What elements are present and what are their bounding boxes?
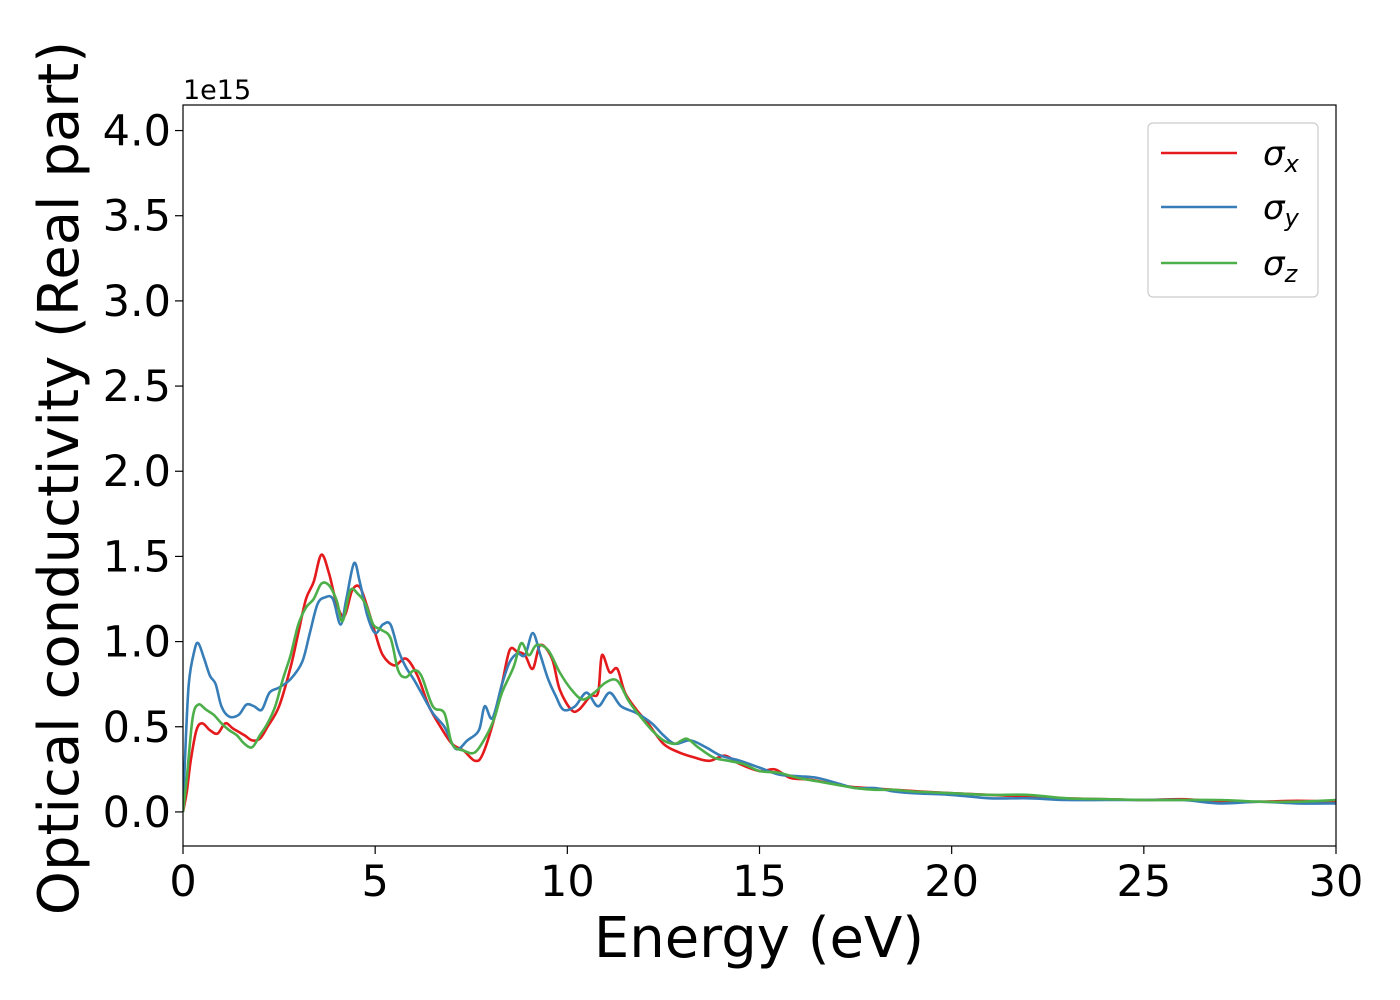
y-tick-label: 4.0 bbox=[103, 107, 171, 157]
x-tick-label: 20 bbox=[924, 857, 979, 907]
y-tick-label: 2.5 bbox=[103, 362, 171, 412]
x-tick-label: 10 bbox=[540, 857, 595, 907]
y-tick-label: 2.0 bbox=[103, 447, 171, 497]
y-tick-label: 3.5 bbox=[103, 192, 171, 242]
x-tick-label: 30 bbox=[1309, 857, 1364, 907]
x-tick-label: 15 bbox=[732, 857, 787, 907]
legend: σx σy σz bbox=[1147, 122, 1319, 298]
legend-frame bbox=[1147, 122, 1319, 298]
series-line-z bbox=[183, 581, 1336, 813]
y-tick-label: 1.0 bbox=[103, 618, 171, 668]
x-tick-label: 0 bbox=[169, 857, 196, 907]
legend-label-z: σz bbox=[1263, 244, 1299, 288]
y-axis-label: Optical conductivity (Real part) bbox=[27, 41, 92, 915]
y-tick-label: 0.0 bbox=[103, 788, 171, 838]
y-axis-ticks: 0.0 0.5 1.0 1.5 2.0 2.5 3.0 3.5 4.0 bbox=[103, 107, 183, 838]
legend-label-x: σx bbox=[1263, 134, 1300, 178]
y-tick-label: 0.5 bbox=[103, 703, 171, 753]
x-tick-label: 5 bbox=[361, 857, 388, 907]
x-tick-label: 25 bbox=[1116, 857, 1171, 907]
y-offset-text: 1e15 bbox=[183, 75, 251, 106]
series-line-y bbox=[183, 561, 1336, 812]
y-tick-label: 1.5 bbox=[103, 532, 171, 582]
legend-label-y: σy bbox=[1263, 188, 1300, 232]
series-layer bbox=[183, 553, 1336, 813]
x-axis-label: Energy (eV) bbox=[594, 906, 924, 971]
x-axis-ticks: 0 5 10 15 20 25 30 bbox=[169, 846, 1363, 907]
y-tick-label: 3.0 bbox=[103, 277, 171, 327]
